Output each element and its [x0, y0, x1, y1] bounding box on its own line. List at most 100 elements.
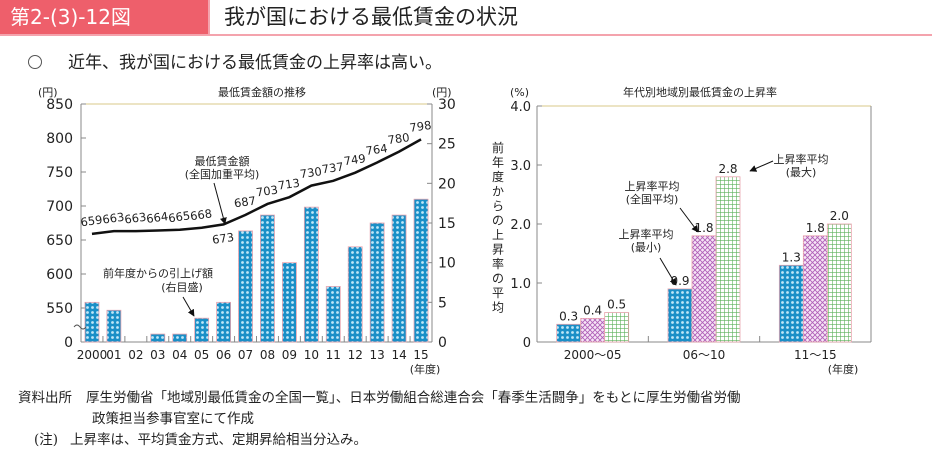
rate-value-label: 0.4 — [583, 303, 602, 317]
left-chart-left-unit: (円) — [38, 86, 58, 99]
rate-value-label: 1.3 — [782, 250, 801, 264]
figure-title: 我が国における最低賃金の状況 — [224, 5, 518, 29]
min-wage-value-label: 663 — [123, 210, 147, 227]
right-chart-y-tick-label: 3.0 — [510, 159, 531, 174]
right-chart-y-tick-label: 4.0 — [510, 100, 531, 115]
avg-annotation-1: 上昇率平均 — [625, 179, 680, 193]
x-axis-tick-label: 07 — [238, 348, 253, 362]
max-annotation-2: (最大) — [786, 165, 817, 179]
raise-amount-bar — [282, 262, 297, 343]
min-wage-value-label: 703 — [255, 183, 279, 200]
x-axis-tick-label: 02 — [128, 348, 143, 362]
lead-text: 近年、我が国における最低賃金の上昇率は高い。 — [28, 48, 442, 73]
left-axis-tick-label: 0 — [64, 335, 73, 351]
bar-annotation-2: (右目盛) — [161, 280, 203, 294]
note-text: 上昇率は、平均賃金方式、定期昇給相当分込み。 — [70, 432, 368, 448]
min-rate-bar — [556, 323, 582, 343]
left-chart-title: 最低賃金額の推移 — [218, 85, 306, 99]
raise-amount-bar — [369, 222, 385, 343]
rate-value-label: 0.5 — [607, 298, 626, 312]
raise-amount-bar — [194, 317, 210, 343]
min-wage-value-label: 673 — [211, 230, 235, 247]
raise-amount-bar — [84, 301, 100, 343]
x-axis-tick-label: 15 — [413, 348, 428, 362]
figure-header: 第2-(3)-12図 我が国における最低賃金の状況 — [0, 0, 932, 36]
note-label: (注) — [34, 432, 59, 448]
raise-amount-bar — [260, 214, 275, 343]
x-axis-tick-label: 11 — [326, 348, 341, 362]
rate-value-label: 0.9 — [670, 274, 689, 288]
min-wage-value-label: 749 — [343, 151, 367, 168]
raise-amount-bar — [325, 286, 341, 343]
lead-text-content: 近年、我が国における最低賃金の上昇率は高い。 — [68, 53, 442, 73]
x-axis-tick-label: 01 — [106, 348, 121, 362]
min-wage-value-label: 764 — [365, 141, 389, 158]
source-note: 資料出所 厚生労働省「地域別最低賃金の全国一覧」、日本労働組合総連合会「春季生活闘… — [18, 386, 740, 406]
min-wage-value-label: 780 — [387, 130, 411, 147]
raise-amount-bar — [303, 206, 319, 343]
avg-annotation-2: (全国平均) — [626, 192, 679, 206]
source-label: 資料出所 — [18, 390, 72, 406]
line-annotation-arrow — [213, 182, 227, 225]
min-annotation-2: (最小) — [631, 241, 662, 254]
x-axis-tick-label: 04 — [172, 348, 187, 362]
circle-bullet-icon — [28, 55, 42, 69]
line-annotation-2: (全国加重平均) — [185, 167, 260, 181]
left-axis-tick-label: 550 — [46, 301, 73, 317]
left-chart-right-unit: (円) — [432, 86, 452, 99]
right-axis-tick-label: 10 — [438, 256, 456, 272]
x-axis-tick-label: 14 — [391, 348, 406, 362]
min-wage-value-label: 668 — [189, 206, 213, 223]
right-axis-tick-label: 20 — [438, 176, 456, 192]
right-chart-y-tick-label: 0 — [523, 336, 531, 351]
right-axis-tick-label: 30 — [438, 97, 456, 113]
bar-annotation-arrow — [182, 296, 195, 317]
x-axis-tick-label: 05 — [194, 348, 209, 362]
right-chart-category-label: 06〜10 — [683, 348, 726, 362]
right-chart-unit: (%) — [510, 86, 529, 99]
right-chart-category-label: 2000〜05 — [564, 348, 622, 362]
bar-annotation-1: 前年度からの引上げ額 — [103, 266, 213, 280]
figure-number: 第2-(3)-12図 — [0, 0, 208, 34]
x-axis-tick-label: 03 — [150, 348, 165, 362]
raise-amount-bar — [391, 214, 407, 343]
right-chart-title: 年代別地域別最低賃金の上昇率 — [623, 85, 777, 99]
rate-value-label: 1.8 — [694, 221, 713, 235]
header-divider — [208, 0, 210, 34]
raise-amount-bar — [347, 246, 363, 343]
line-annotation-1: 最低賃金額 — [195, 154, 250, 168]
rate-value-label: 0.3 — [559, 309, 578, 323]
source-line-2: 政策担当参事官室にて作成 — [92, 411, 254, 427]
source-line-1: 厚生労働省「地域別最低賃金の全国一覧」、日本労働組合総連合会「春季生活闘争」をも… — [86, 390, 741, 406]
raise-amount-bar — [150, 333, 166, 343]
right-chart-category-label: 11〜15 — [794, 348, 837, 362]
right-chart-ylabel: 前年度からの上昇率の平均 — [492, 140, 504, 315]
right-chart-y-tick-label: 2.0 — [510, 218, 531, 233]
min-wage-value-label: 737 — [321, 159, 345, 176]
avg-rate-bar — [580, 317, 606, 343]
min-wage-line — [91, 138, 422, 236]
min-wage-value-label: 713 — [277, 176, 301, 193]
avg-rate-bar — [802, 235, 828, 343]
min-rate-bar — [778, 264, 804, 343]
x-axis-tick-label: 10 — [304, 348, 319, 362]
raise-amount-bar — [238, 230, 253, 343]
min-wage-value-label: 664 — [145, 209, 169, 226]
min-rate-bar — [667, 288, 693, 343]
min-wage-value-label: 663 — [102, 210, 126, 227]
rate-value-label: 2.8 — [718, 162, 737, 176]
avg-annotation-arrow — [679, 207, 699, 233]
raise-amount-bar — [172, 333, 188, 343]
right-axis-tick-label: 15 — [438, 216, 456, 232]
x-axis-tick-label: 13 — [370, 348, 385, 362]
max-annotation-arrow — [749, 160, 774, 172]
min-wage-value-label: 687 — [233, 193, 257, 210]
max-rate-bar — [715, 176, 741, 343]
right-axis-tick-label: 25 — [438, 137, 456, 153]
min-annotation-1: 上昇率平均 — [619, 227, 674, 241]
x-axis-tick-label: 12 — [348, 348, 363, 362]
left-axis-tick-label: 850 — [46, 97, 73, 113]
right-chart-xlabel: (年度) — [828, 362, 859, 376]
right-axis-tick-label: 0 — [438, 335, 447, 351]
left-axis-tick-label: 800 — [46, 131, 73, 147]
